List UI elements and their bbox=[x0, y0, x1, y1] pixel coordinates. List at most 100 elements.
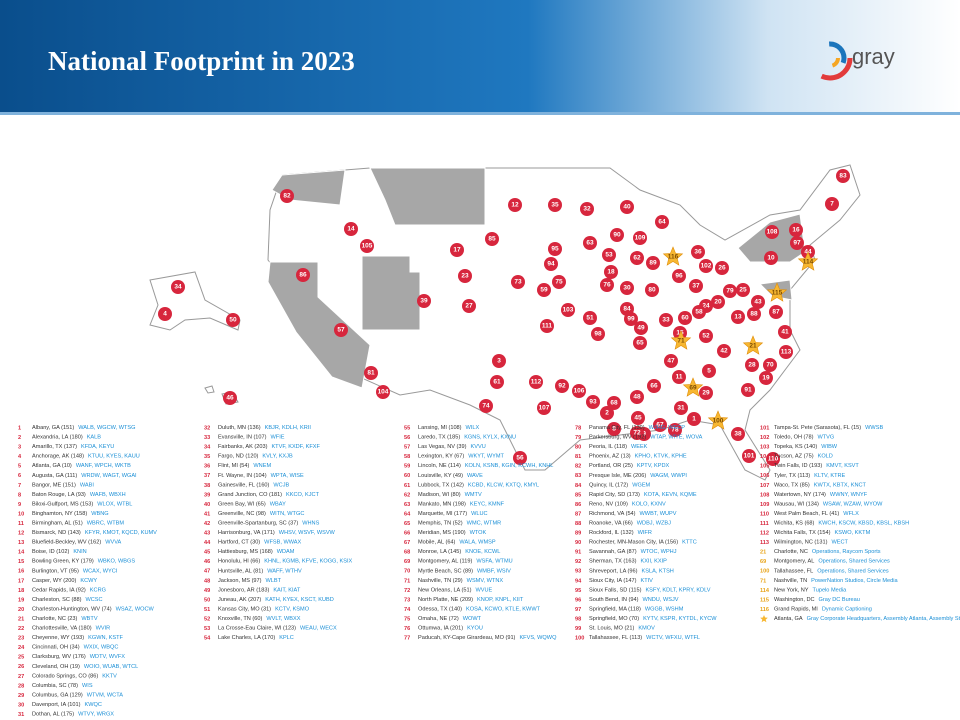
legend-number: 52 bbox=[204, 616, 210, 622]
legend-entry: Bangor, ME (151) WABI bbox=[32, 483, 94, 489]
marker bbox=[548, 242, 562, 256]
legend-stations: Operations, Shared Services bbox=[817, 569, 889, 575]
legend-stations: WVVA bbox=[105, 540, 121, 546]
legend-market: Burlington, VT (95) bbox=[32, 569, 79, 575]
legend-stations: WCAX, WYCI bbox=[83, 569, 118, 575]
legend-entry: Wausau, WI (134) WSAW, WZAW, WYOW bbox=[774, 502, 883, 508]
marker bbox=[508, 198, 522, 212]
marker bbox=[687, 412, 701, 426]
legend-entry: Charlottesville, VA (180) WVIR bbox=[32, 626, 110, 632]
legend-number: 27 bbox=[18, 674, 24, 680]
legend-stations: WTVM, WCTA bbox=[87, 693, 124, 699]
legend-number: 13 bbox=[18, 540, 24, 546]
legend-entry: Bowling Green, KY (179) WBKO, WBGS bbox=[32, 559, 135, 565]
legend-market: Dothan, AL (175) bbox=[32, 712, 74, 718]
marker-label: 52 bbox=[702, 333, 710, 340]
marker-label: 25 bbox=[739, 287, 747, 294]
legend-number: 51 bbox=[204, 607, 210, 613]
legend-stations: WTVY, WRGX bbox=[78, 712, 114, 718]
legend-entry: Topeka, KS (140) WIBW bbox=[774, 445, 838, 451]
legend-market: Quincy, IL (172) bbox=[589, 483, 628, 489]
legend-market: Augusta, GA (111) bbox=[32, 473, 77, 479]
legend-entry: Burlington, VT (95) WCAX, WYCI bbox=[32, 569, 118, 575]
marker bbox=[600, 278, 614, 292]
legend-entry: Tallahassee, FL (113) WCTV, WFXU, WTFL bbox=[589, 636, 700, 642]
marker-label: 18 bbox=[607, 269, 615, 276]
legend-stations: KPHO, KTVK, KPHE bbox=[635, 454, 687, 460]
legend-market: Phoenix, AZ (13) bbox=[589, 454, 631, 460]
marker-label: 97 bbox=[793, 240, 801, 247]
legend-stations: WLBT bbox=[266, 578, 282, 584]
legend-entry: Knoxville, TN (60) WVLT, WBXX bbox=[218, 616, 301, 622]
legend-market: Ottumwa, IA (201) bbox=[418, 626, 463, 632]
legend-number: 116 bbox=[760, 607, 769, 613]
legend-number: 62 bbox=[404, 492, 410, 498]
marker-label: 57 bbox=[337, 327, 345, 334]
legend-entry: Toledo, OH (78) WTVG bbox=[774, 435, 834, 441]
legend-entry: Hattiesburg, MS (168) WDAM bbox=[218, 550, 295, 556]
legend-entry: Hartford, CT (30) WFSB, WWAX bbox=[218, 540, 302, 546]
legend-stations: WXIX, WBQC bbox=[84, 645, 119, 651]
legend-number: 71 bbox=[760, 578, 766, 584]
legend-market: New Orleans, LA (51) bbox=[418, 588, 472, 594]
legend-market: Roanoke, VA (66) bbox=[589, 521, 633, 527]
legend-stations: KATH, KYEX, KSCT, KUBD bbox=[265, 597, 334, 603]
marker bbox=[376, 385, 390, 399]
legend-market: Juneau, AK (207) bbox=[218, 597, 261, 603]
legend-stations: WIFR bbox=[638, 531, 652, 537]
legend-stations: WTAP, WIYE, WOVA bbox=[650, 435, 702, 441]
legend-stations: KPLC bbox=[279, 636, 294, 642]
legend-number: 64 bbox=[404, 511, 411, 517]
marker-label: 87 bbox=[772, 309, 780, 316]
marker-label: 4 bbox=[163, 311, 167, 318]
marker-label: 106 bbox=[574, 388, 585, 395]
legend-entry: Amarillo, TX (137) KFDA, KEYU bbox=[32, 445, 114, 451]
legend-stations: WALA, WMSP bbox=[459, 540, 495, 546]
legend-market: Peoria, IL (118) bbox=[589, 445, 627, 451]
marker bbox=[764, 251, 778, 265]
legend-entry: Twin Falls, ID (193) KMVT, KSVT bbox=[774, 464, 859, 470]
legend-entry: Madison, WI (80) WMTV bbox=[418, 492, 482, 498]
legend-entry: Bismarck, ND (143) KFYR, KMOT, KQCD, KUMV bbox=[32, 531, 157, 537]
legend-entry: Omaha, NE (72) WOWT bbox=[418, 616, 482, 622]
legend-number: 61 bbox=[404, 483, 410, 489]
star-marker bbox=[670, 330, 692, 350]
marker-label: 56 bbox=[516, 455, 524, 462]
legend-number: 36 bbox=[204, 464, 210, 470]
legend-market: Louisville, KY (49) bbox=[418, 473, 463, 479]
marker bbox=[825, 197, 839, 211]
marker bbox=[552, 275, 566, 289]
legend-entry: Rapid City, SD (173) KOTA, KEVN, KQME bbox=[589, 492, 697, 498]
marker bbox=[492, 354, 506, 368]
legend-entry: Washington, DC Gray DC Bureau bbox=[774, 597, 860, 603]
marker-label: 39 bbox=[420, 298, 428, 305]
legend-number: 89 bbox=[575, 531, 581, 537]
legend-entry: Nashville, TN (29) WSMV, WTNX bbox=[418, 578, 503, 584]
marker-label: 115 bbox=[772, 290, 783, 297]
marker bbox=[529, 375, 543, 389]
legend-market: Lansing, MI (108) bbox=[418, 425, 462, 431]
legend-stations: WLOX, WTBL bbox=[97, 502, 132, 508]
legend-number: 55 bbox=[404, 425, 410, 431]
legend-stations: WWNY, WNYF bbox=[830, 492, 868, 498]
legend-market: Greenville, NC (98) bbox=[218, 511, 266, 517]
legend-number: 42 bbox=[204, 521, 210, 527]
marker-label: 113 bbox=[781, 349, 792, 356]
marker bbox=[158, 307, 172, 321]
legend-stations: WSAZ, WOCW bbox=[116, 607, 155, 613]
marker-label: 61 bbox=[493, 379, 501, 386]
marker bbox=[344, 222, 358, 236]
legend-entry: Sherman, TX (163) KXII, KXIP bbox=[589, 559, 667, 565]
legend-entry: Tallahassee, FL Operations, Shared Servic… bbox=[774, 569, 889, 575]
legend-entry: Rockford, IL (132) WIFR bbox=[589, 531, 652, 537]
marker bbox=[513, 451, 527, 465]
legend-number: 78 bbox=[575, 425, 581, 431]
legend-entry: Flint, MI (54) WNEM bbox=[218, 464, 271, 470]
marker-label: 49 bbox=[637, 325, 645, 332]
legend-market: Myrtle Beach, SC (89) bbox=[418, 569, 473, 575]
legend-market: Rapid City, SD (173) bbox=[589, 492, 640, 498]
legend-entry: Greenville, NC (98) WITN, WTGC bbox=[218, 511, 304, 517]
legend-stations: WGEM bbox=[632, 483, 650, 489]
legend-entry: Grand Rapids, MI Dynamic Captioning bbox=[774, 607, 872, 613]
legend-stations: WMBF, WSIV bbox=[477, 569, 511, 575]
